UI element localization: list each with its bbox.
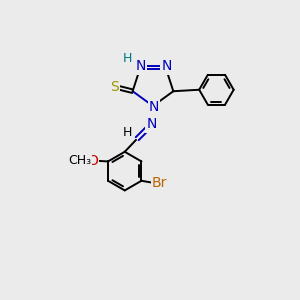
Text: H: H [123, 52, 133, 65]
Text: N: N [149, 100, 159, 115]
Text: CH₃: CH₃ [68, 154, 91, 167]
Text: N: N [135, 59, 146, 74]
Text: N: N [161, 59, 172, 74]
Text: N: N [146, 117, 157, 131]
Text: H: H [123, 126, 132, 139]
Text: Br: Br [152, 176, 167, 190]
Text: O: O [87, 154, 98, 168]
Text: S: S [110, 80, 118, 94]
